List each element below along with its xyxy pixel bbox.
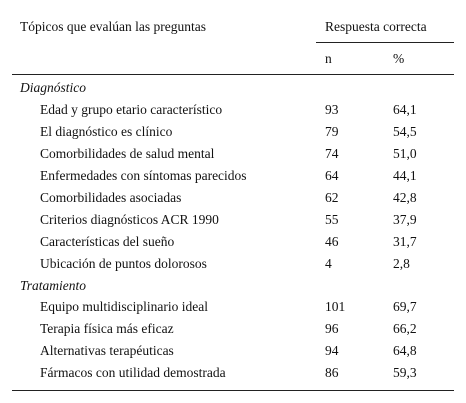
row-n: 62 — [325, 189, 339, 205]
row-n: 46 — [325, 233, 339, 249]
row-n: 93 — [325, 101, 339, 117]
row-label: Equipo multidisciplinario ideal — [40, 299, 208, 314]
header-bottom-rule — [12, 74, 454, 75]
row-pct: 69,7 — [393, 299, 417, 314]
row-label: Ubicación de puntos dolorosos — [40, 255, 207, 271]
row-label: Características del sueño — [40, 233, 175, 249]
row-n: 94 — [325, 343, 339, 358]
row-pct: 44,1 — [393, 167, 417, 183]
header-topic: Tópicos que evalúan las preguntas — [20, 19, 206, 34]
row-label: Terapia física más eficaz — [40, 321, 174, 336]
row-pct: 66,2 — [393, 321, 417, 336]
row-n: 4 — [325, 255, 332, 271]
row-pct: 64,1 — [393, 101, 417, 117]
row-n: 79 — [325, 123, 339, 139]
row-label: Alternativas terapéuticas — [40, 343, 174, 358]
row-pct: 51,0 — [393, 145, 417, 161]
row-pct: 2,8 — [393, 255, 410, 271]
row-n: 64 — [325, 167, 339, 183]
row-n: 86 — [325, 365, 339, 380]
row-n: 96 — [325, 321, 339, 336]
row-label: Comorbilidades de salud mental — [40, 145, 215, 161]
row-pct: 64,8 — [393, 343, 417, 358]
row-label: Enfermedades con síntomas parecidos — [40, 167, 247, 183]
row-label: El diagnóstico es clínico — [40, 123, 173, 139]
row-n: 74 — [325, 145, 339, 161]
row-pct: 31,7 — [393, 233, 417, 249]
row-label: Fármacos con utilidad demostrada — [40, 365, 226, 380]
row-pct: 37,9 — [393, 211, 417, 227]
section-title: Diagnóstico — [20, 80, 86, 95]
section-title: Tratamiento — [20, 277, 87, 293]
row-label: Comorbilidades asociadas — [40, 189, 182, 205]
header-pct: % — [393, 51, 405, 66]
table-bottom-rule — [12, 390, 454, 391]
row-pct: 59,3 — [393, 365, 417, 380]
row-label: Edad y grupo etario característico — [40, 101, 223, 117]
row-n: 101 — [325, 299, 346, 314]
row-n: 55 — [325, 211, 339, 227]
row-pct: 42,8 — [393, 189, 417, 205]
header-response: Respuesta correcta — [325, 19, 427, 34]
row-pct: 54,5 — [393, 123, 417, 139]
row-label: Criterios diagnósticos ACR 1990 — [40, 211, 219, 227]
header-n: n — [325, 51, 332, 66]
header-rule — [316, 42, 454, 43]
